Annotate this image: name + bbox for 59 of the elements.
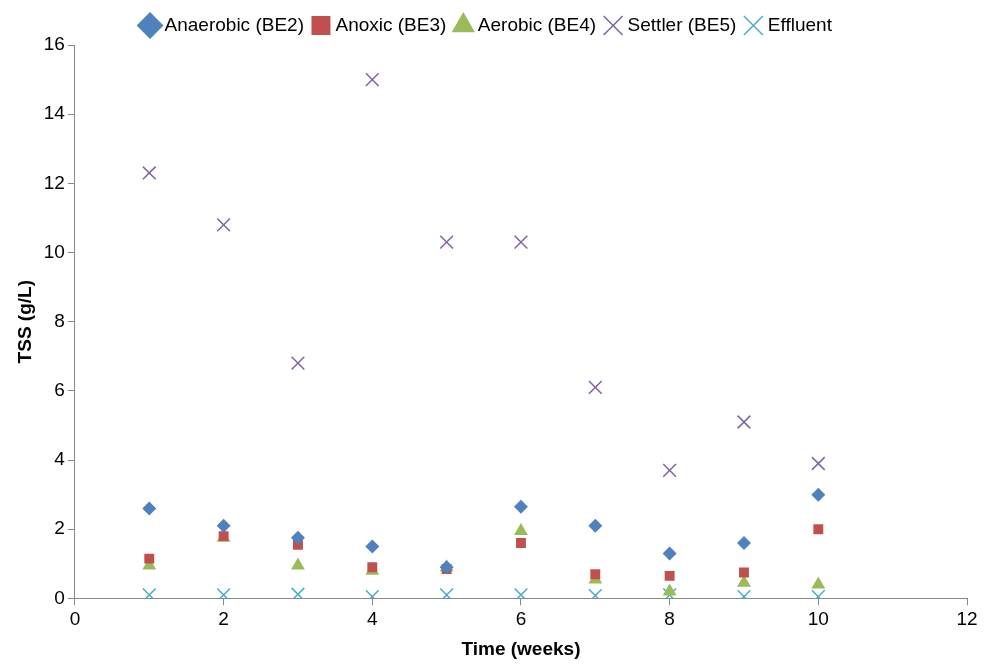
y-tick-label: 8 bbox=[54, 309, 65, 331]
y-tick-label: 10 bbox=[43, 240, 65, 262]
point bbox=[513, 587, 529, 599]
point bbox=[739, 567, 749, 578]
point bbox=[811, 576, 826, 589]
x-tick-label: 12 bbox=[956, 608, 978, 630]
point bbox=[142, 501, 157, 516]
x-tick-label: 2 bbox=[218, 608, 229, 630]
point bbox=[590, 569, 601, 580]
x-tick-label: 10 bbox=[807, 608, 829, 630]
point bbox=[662, 463, 677, 478]
point bbox=[290, 587, 306, 599]
y-tick-label: 2 bbox=[54, 517, 65, 539]
point bbox=[811, 456, 826, 471]
point bbox=[662, 587, 677, 599]
point bbox=[664, 570, 675, 581]
x-tick-label: 0 bbox=[69, 608, 81, 630]
legend-label: Anaerobic (BE2) bbox=[164, 13, 304, 35]
point bbox=[736, 414, 752, 430]
legend-label: Aerobic (BE4) bbox=[477, 13, 597, 35]
point bbox=[439, 235, 454, 250]
point bbox=[588, 380, 603, 395]
legend-label: Settler (BE5) bbox=[627, 13, 737, 35]
point bbox=[516, 538, 526, 549]
point bbox=[736, 536, 751, 551]
point bbox=[439, 587, 454, 599]
point bbox=[216, 587, 231, 599]
y-tick-label: 16 bbox=[43, 33, 65, 55]
point bbox=[813, 524, 824, 535]
point bbox=[513, 499, 528, 514]
point bbox=[290, 356, 306, 371]
point bbox=[514, 522, 528, 535]
point bbox=[291, 557, 305, 570]
point bbox=[365, 72, 380, 87]
legend-label: Effluent bbox=[767, 13, 833, 35]
x-tick-label: 8 bbox=[664, 608, 675, 630]
point bbox=[662, 546, 677, 561]
point bbox=[588, 518, 603, 533]
y-tick-label: 0 bbox=[54, 586, 65, 608]
y-tick-label: 6 bbox=[54, 379, 65, 401]
y-axis-title: TSS (g/L) bbox=[13, 280, 35, 364]
y-tick-label: 4 bbox=[54, 448, 66, 470]
x-tick-label: 4 bbox=[367, 608, 378, 630]
point bbox=[142, 587, 157, 599]
x-axis-title: Time (weeks) bbox=[461, 637, 581, 659]
y-tick-label: 12 bbox=[43, 171, 65, 193]
point bbox=[142, 165, 157, 181]
point bbox=[144, 553, 155, 564]
point bbox=[216, 217, 231, 232]
point bbox=[290, 530, 305, 545]
x-tick-label: 6 bbox=[515, 608, 527, 630]
legend-label: Anoxic (BE3) bbox=[335, 13, 447, 35]
point bbox=[588, 588, 603, 599]
point bbox=[365, 539, 380, 554]
point bbox=[662, 583, 677, 596]
point bbox=[513, 235, 529, 250]
y-tick-label: 14 bbox=[43, 102, 66, 124]
point bbox=[216, 518, 231, 533]
point bbox=[811, 487, 826, 502]
